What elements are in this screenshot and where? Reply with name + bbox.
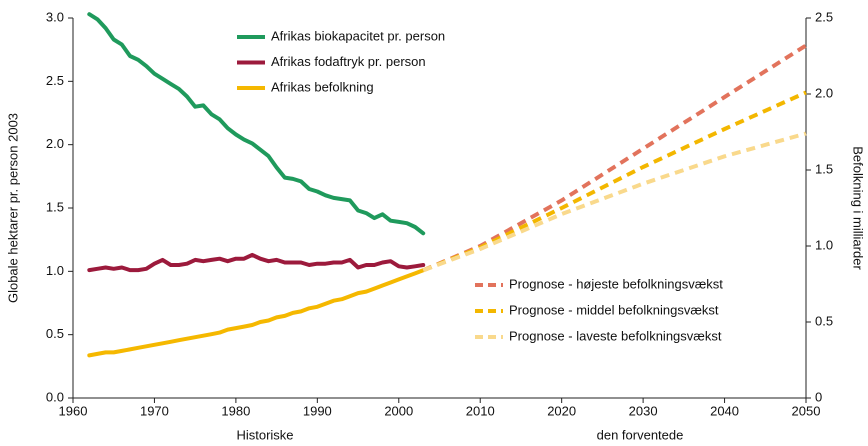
legend-label: Prognose - middel befolkningsvækst (509, 302, 719, 317)
y-tick-label: 3.0 (46, 9, 64, 24)
x-axis-title: Historiske (236, 427, 293, 442)
y2-tick-label: 0.5 (815, 313, 833, 328)
x-tick-label: 2000 (384, 403, 413, 418)
y2-tick-label: 1.0 (815, 237, 833, 252)
y-tick-label: 2.5 (46, 73, 64, 88)
y2-tick-label: 0 (815, 389, 822, 404)
y-tick-label: 0.5 (46, 326, 64, 341)
y2-tick-label: 2.0 (815, 85, 833, 100)
y2-axis-title: Befolkning i milliarder (851, 146, 866, 270)
x-tick-label: 1970 (140, 403, 169, 418)
series-line (422, 131, 807, 273)
x-tick-label: 1990 (303, 403, 332, 418)
legend-label: Afrikas fodaftryk pr. person (271, 54, 426, 69)
y-axis-title: Globale hektarer pr. person 2003 (5, 113, 20, 303)
legend-label: Prognose - laveste befolkningsvækst (509, 328, 722, 343)
x-tick-label: 2010 (466, 403, 495, 418)
series-line (87, 268, 426, 358)
x-tick-label: 2040 (710, 403, 739, 418)
y-tick-label: 0.0 (46, 389, 64, 404)
legend-label: Afrikas biokapacitet pr. person (271, 28, 445, 43)
x-tick-label: 2020 (547, 403, 576, 418)
x-tick-label: 2050 (792, 403, 821, 418)
legend-label: Afrikas befolkning (271, 79, 374, 94)
x-tick-label: 2030 (629, 403, 658, 418)
y-tick-label: 1.0 (46, 263, 64, 278)
y2-tick-label: 2.5 (815, 9, 833, 24)
y-tick-label: 2.0 (46, 136, 64, 151)
x-axis-title: den forventede (597, 427, 684, 442)
series-line (87, 252, 426, 273)
y2-tick-label: 1.5 (815, 161, 833, 176)
series-line (422, 43, 808, 273)
x-tick-label: 1960 (59, 403, 88, 418)
y-tick-label: 1.5 (46, 199, 64, 214)
legend-label: Prognose - højeste befolkningsvækst (509, 276, 723, 291)
series-line (87, 12, 426, 236)
x-tick-label: 1980 (221, 403, 250, 418)
